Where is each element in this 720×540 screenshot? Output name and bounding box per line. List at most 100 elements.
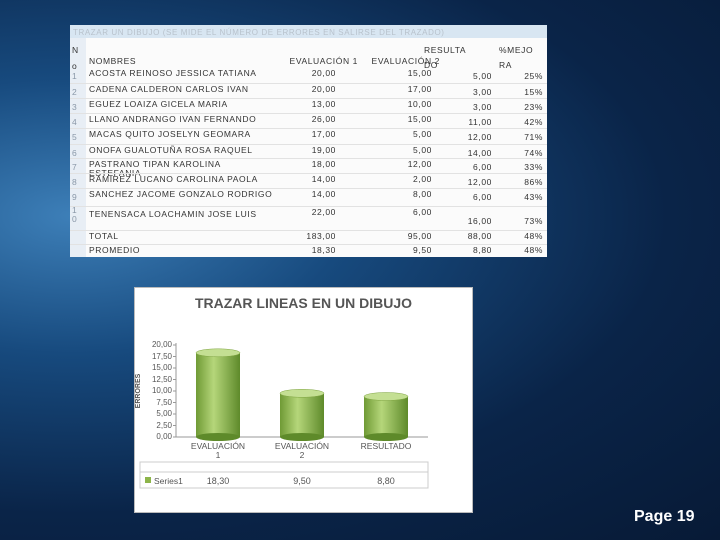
row-line <box>70 98 547 99</box>
bar-base <box>196 433 240 441</box>
table-title: TRAZAR UN DIBUJO (SE MIDE EL NÚMERO DE E… <box>73 28 445 37</box>
table-cell: 9,50 <box>413 245 432 255</box>
table-cell: 6,00 <box>473 162 492 172</box>
bar-cap <box>363 392 409 401</box>
table-title-band <box>70 25 547 38</box>
row-name: CADENA CALDERON CARLOS IVAN <box>89 84 249 94</box>
table-cell: 43% <box>524 192 543 202</box>
bar-base <box>280 433 324 441</box>
table-cell: 33% <box>524 162 543 172</box>
legend-value: 9,50 <box>293 476 311 486</box>
y-tick-label: 0,00 <box>156 432 172 441</box>
table-cell: 16,00 <box>467 216 492 226</box>
y-tick-label: 20,00 <box>151 340 172 349</box>
row-name: TOTAL <box>89 231 119 241</box>
table-cell: 12,00 <box>467 132 492 142</box>
table-cell: 8 <box>72 177 78 187</box>
column-header: EVALUACIÓN 2 <box>371 56 440 66</box>
table-cell: 22,00 <box>311 207 336 217</box>
table-cell: 15% <box>524 87 543 97</box>
column-header: RESULTADO <box>424 45 467 70</box>
table-cell: 74% <box>524 148 543 158</box>
table-cell: 3,00 <box>473 102 492 112</box>
y-tick-label: 12,50 <box>151 374 172 384</box>
table-cell: 5,00 <box>473 71 492 81</box>
table-cell: 7 <box>72 162 78 172</box>
row-line <box>70 188 547 189</box>
row-name: TENENSACA LOACHAMIN JOSE LUIS <box>89 209 257 219</box>
table-cell: 88,00 <box>467 231 492 241</box>
table-cell: 6,00 <box>413 207 432 217</box>
table-cell: 12,00 <box>407 159 432 169</box>
row-line <box>70 113 547 114</box>
row-name: RAMIREZ LUCANO CAROLINA PAOLA <box>89 174 258 184</box>
table-cell: 10 <box>72 205 78 224</box>
table-cell: 18,00 <box>311 159 336 169</box>
legend-label: Series1 <box>154 476 183 486</box>
bar <box>280 393 324 437</box>
row-line <box>70 128 547 129</box>
table-cell: 20,00 <box>311 68 336 78</box>
table-cell: 6 <box>72 148 78 158</box>
row-name: MACAS QUITO JOSELYN GEOMARA <box>89 129 251 139</box>
bar-cap <box>195 348 241 358</box>
table-cell: 3 <box>72 102 78 112</box>
table-cell: 5 <box>72 132 78 142</box>
table-cell: 95,00 <box>407 231 432 241</box>
table-cell: 8,80 <box>473 245 492 255</box>
table-cell: 15,00 <box>407 68 432 78</box>
row-line <box>70 173 547 174</box>
row-line <box>70 158 547 159</box>
table-cell: 23% <box>524 102 543 112</box>
row-line <box>70 144 547 145</box>
bar <box>196 352 240 437</box>
table-cell: 14,00 <box>311 174 336 184</box>
table-cell: 18,30 <box>311 245 336 255</box>
number-col-bg <box>70 38 86 257</box>
legend-value: 8,80 <box>377 476 395 486</box>
table-cell: 42% <box>524 117 543 127</box>
column-header: No <box>72 45 79 71</box>
table-cell: 13,00 <box>311 99 336 109</box>
y-tick-label: 10,00 <box>151 386 172 395</box>
row-line <box>70 83 547 84</box>
table-cell: 4 <box>72 117 78 127</box>
table-bg <box>70 25 547 257</box>
chart-title: TRAZAR LINEAS EN UN DIBUJO <box>194 295 412 311</box>
legend-table <box>139 461 429 489</box>
bar <box>364 396 408 437</box>
table-cell: 10,00 <box>407 99 432 109</box>
table-cell: 5,00 <box>413 145 432 155</box>
table-cell: 86% <box>524 177 543 187</box>
table-cell: 48% <box>524 231 543 241</box>
table-cell: 11,00 <box>468 117 492 127</box>
table-cell: 48% <box>524 245 543 255</box>
table-cell: 12,00 <box>467 177 492 187</box>
y-tick-label: 7,50 <box>156 397 172 407</box>
x-tick-label: RESULTADO <box>360 441 412 451</box>
y-tick-label: 2,50 <box>156 420 172 430</box>
table-cell: 17,00 <box>311 129 336 139</box>
table-cell: 20,00 <box>311 84 336 94</box>
row-name: LLANO ANDRANGO IVAN FERNANDO <box>89 114 257 124</box>
table-cell: 15,00 <box>407 114 432 124</box>
row-name: EGUEZ LOAIZA GICELA MARIA <box>89 99 228 109</box>
column-header: EVALUACIÓN 1 <box>289 56 358 66</box>
table-cell: 26,00 <box>311 114 336 124</box>
table-cell: 1 <box>72 71 78 81</box>
column-header: NOMBRES <box>89 56 137 66</box>
row-name: PROMEDIO <box>89 245 141 255</box>
row-line <box>70 206 547 207</box>
page-number: Page 19 <box>634 508 695 525</box>
table-cell: 14,00 <box>467 148 492 158</box>
table-cell: 5,00 <box>413 129 432 139</box>
y-tick-label: 5,00 <box>156 409 172 418</box>
table-cell: 14,00 <box>311 189 336 199</box>
column-header: %MEJORA <box>499 45 534 70</box>
legend-value: 18,30 <box>206 476 230 486</box>
table-cell: 2 <box>72 87 78 97</box>
table-cell: 2,00 <box>413 174 432 184</box>
row-name: ONOFA GUALOTUÑA ROSA RAQUEL <box>89 145 253 155</box>
